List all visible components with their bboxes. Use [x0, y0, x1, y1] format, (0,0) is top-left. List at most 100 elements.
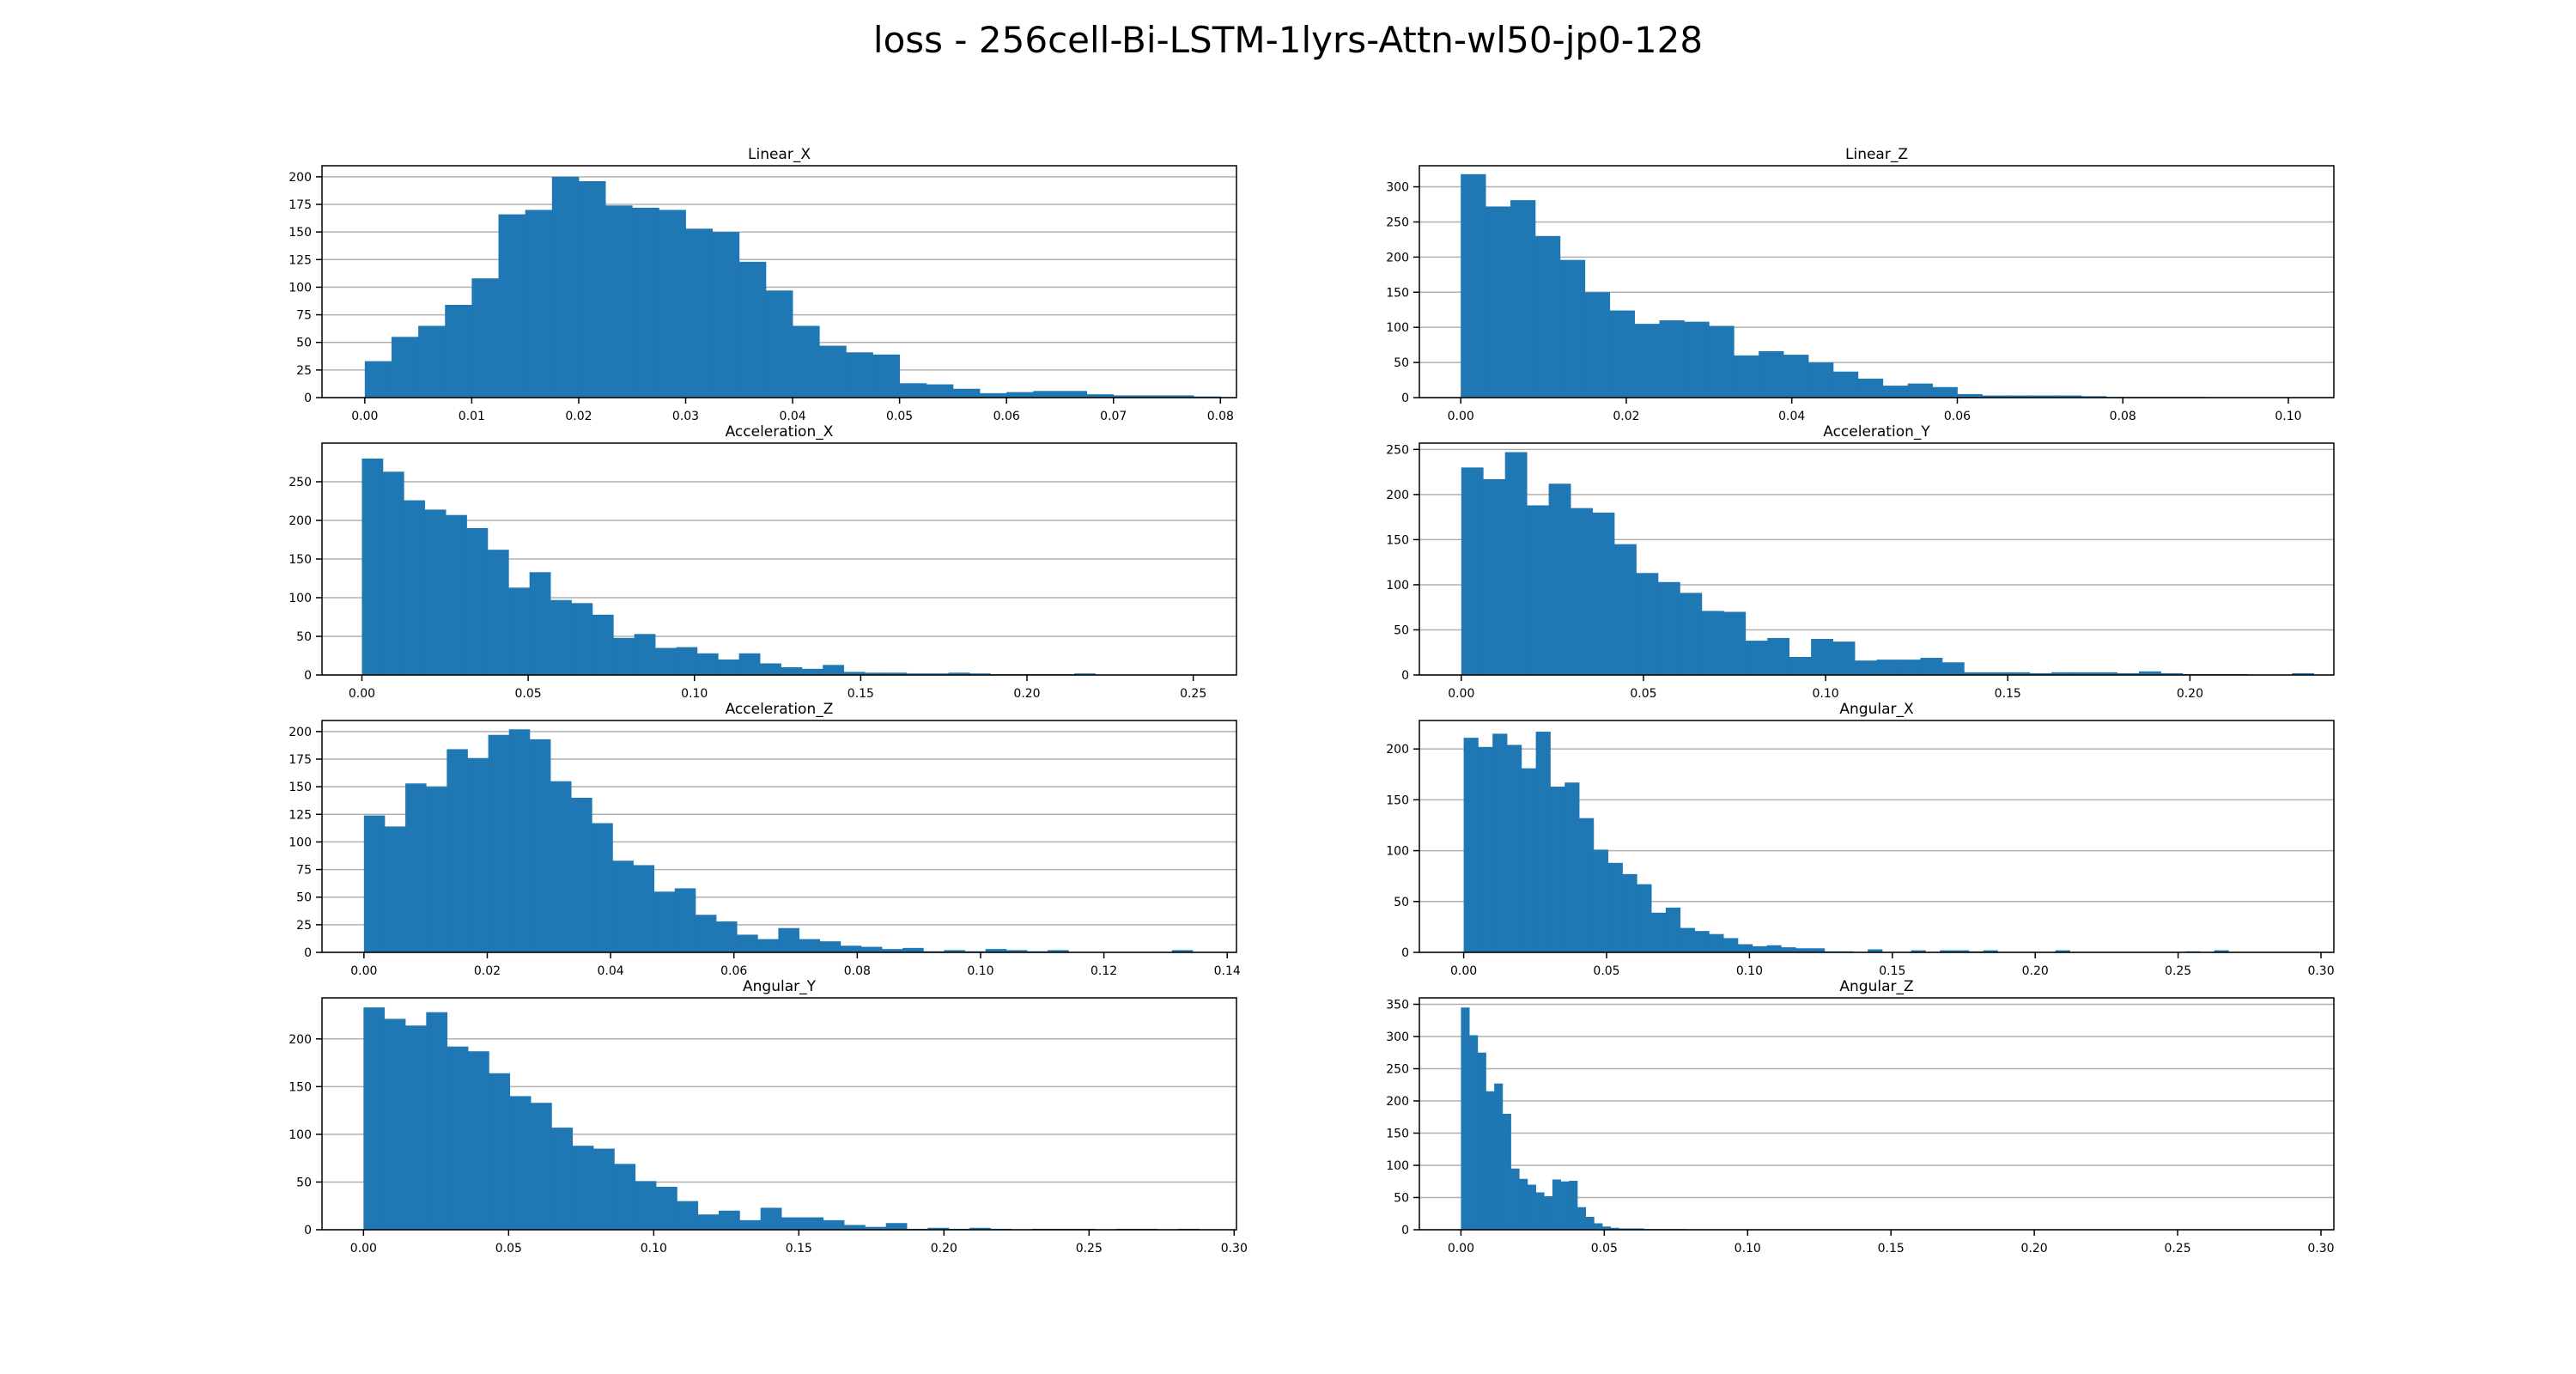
x-tick-label: 0.15 [1878, 1242, 1905, 1255]
histogram-bar [1592, 512, 1615, 675]
y-tick-label: 0 [304, 392, 312, 405]
axes-frame [321, 720, 1237, 953]
x-tick-label: 0.07 [1100, 410, 1127, 423]
histogram-bar [550, 599, 572, 675]
x-tick-label: 0.15 [1995, 687, 2021, 701]
x-tick-label: 0.08 [2110, 410, 2136, 423]
histogram-bar [508, 729, 531, 952]
histogram-bar [447, 749, 468, 952]
x-tick-label: 0.06 [720, 964, 747, 978]
y-tick-label: 150 [289, 781, 312, 794]
histogram-bar [676, 647, 698, 675]
histogram-bar [572, 1146, 594, 1230]
y-tick-label: 0 [1401, 1224, 1409, 1237]
y-tick-label: 50 [1394, 356, 1409, 370]
y-tick-label: 100 [289, 592, 312, 605]
x-tick-label: 0.15 [786, 1242, 812, 1255]
histogram-bar [1636, 573, 1659, 675]
histogram-bar [1795, 948, 1811, 952]
histogram-bar [1478, 746, 1493, 952]
axes-frame [1419, 165, 2335, 398]
y-tick-label: 100 [1386, 1159, 1409, 1173]
histogram-bar [696, 653, 719, 675]
histogram-bar [1519, 1178, 1528, 1230]
histogram-bar [1701, 611, 1724, 675]
histogram-bar [384, 1018, 406, 1230]
histogram-bar [969, 1227, 991, 1230]
histogram-bar [1560, 1181, 1570, 1230]
y-tick-label: 50 [296, 1176, 312, 1189]
histogram-bar [1504, 452, 1528, 675]
histogram-bar [1637, 884, 1652, 952]
histogram-bar [1789, 656, 1812, 675]
histogram-bar [551, 176, 580, 398]
histogram-bar [819, 345, 847, 398]
y-tick-label: 250 [1386, 443, 1409, 457]
x-tick-label: 0.15 [848, 687, 874, 701]
y-tick-label: 175 [289, 198, 312, 212]
histogram-bar [1941, 662, 1965, 675]
histogram-bar [872, 354, 901, 398]
histogram-bar [1461, 467, 1484, 675]
x-tick-label: 0.00 [1448, 410, 1474, 423]
histogram-bar [1983, 950, 1998, 952]
x-tick-label: 0.00 [351, 410, 378, 423]
histogram-bar [1982, 395, 2008, 398]
histogram-bar [1811, 638, 1833, 675]
histogram-bar [633, 865, 655, 952]
y-tick-label: 150 [289, 553, 312, 567]
histogram-bar [1477, 1052, 1486, 1230]
histogram-bar [1492, 733, 1508, 952]
histogram-bar [1734, 355, 1759, 398]
histogram-bar [529, 739, 551, 952]
histogram-bar [1544, 1196, 1553, 1230]
histogram-bar [361, 459, 384, 675]
histogram-bar [426, 787, 447, 952]
y-tick-label: 250 [1386, 216, 1409, 229]
x-tick-label: 0.08 [844, 964, 871, 978]
y-tick-label: 125 [289, 253, 312, 267]
histogram-bar [468, 1051, 489, 1230]
histogram-bar [1745, 641, 1768, 675]
axes-frame [321, 165, 1237, 398]
histogram-bar [1602, 1226, 1612, 1230]
subplot-title: Angular_Z [1839, 978, 1913, 995]
histogram-bar [1920, 658, 1943, 675]
y-tick-label: 125 [289, 808, 312, 822]
histogram-bar [757, 939, 779, 952]
histogram-bar [405, 1025, 427, 1230]
x-tick-label: 0.10 [967, 964, 993, 978]
histogram-bar [1527, 1184, 1536, 1230]
subplot-title: Angular_X [1839, 701, 1914, 718]
histogram-bar [655, 647, 677, 675]
histogram-bar [363, 815, 386, 952]
histogram-bar [1855, 660, 1877, 675]
histogram-bar [1594, 1223, 1603, 1230]
histogram-bar [382, 471, 404, 675]
histogram-bar [391, 337, 419, 398]
x-tick-label: 0.00 [350, 964, 377, 978]
x-tick-label: 0.00 [1448, 687, 1474, 701]
histogram-bar [969, 673, 991, 675]
subplot-title: Linear_Z [1845, 146, 1908, 163]
x-tick-label: 0.20 [2021, 1242, 2048, 1255]
histogram-bar [635, 1181, 657, 1230]
histogram-bar [1781, 947, 1796, 952]
histogram-bar [1564, 782, 1580, 952]
y-tick-label: 150 [1386, 1128, 1409, 1141]
histogram-bar [551, 1128, 574, 1230]
histogram-bar [578, 181, 606, 398]
y-tick-label: 100 [289, 836, 312, 849]
histogram-bar [1907, 383, 1933, 398]
y-tick-label: 100 [1386, 845, 1409, 859]
histogram-bar [1964, 672, 1987, 675]
y-tick-label: 100 [1386, 579, 1409, 593]
histogram-bar [1584, 292, 1611, 398]
x-tick-label: 0.00 [349, 687, 375, 701]
y-tick-label: 200 [1386, 489, 1409, 502]
histogram-bar [685, 228, 714, 398]
x-tick-label: 0.05 [1591, 1242, 1618, 1255]
x-tick-label: 0.10 [1813, 687, 1839, 701]
histogram-bar [712, 232, 740, 398]
